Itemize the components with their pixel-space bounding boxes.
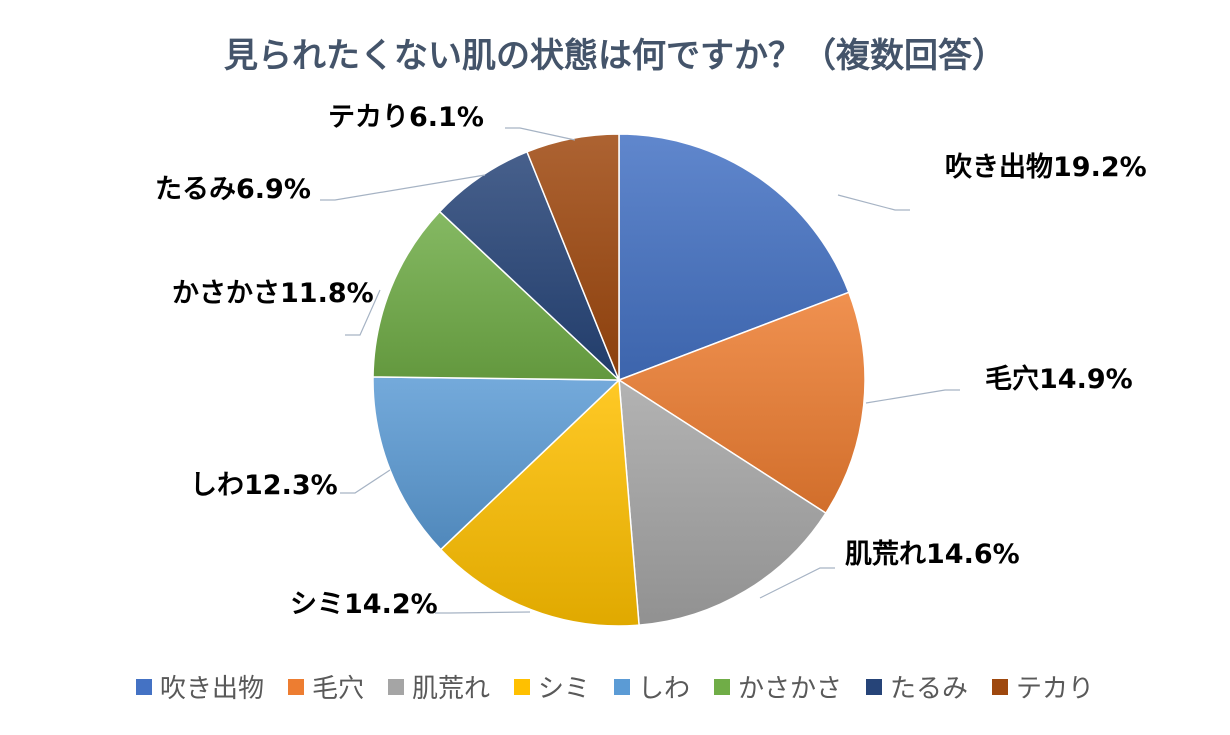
legend-label: しわ <box>638 674 691 704</box>
pie-slices <box>372 133 866 627</box>
pie-slice-1 <box>618 133 850 382</box>
pie-slice-4 <box>439 378 640 627</box>
legend-item-6: かさかさ <box>714 668 842 705</box>
legend-item-5: しわ <box>614 668 690 705</box>
legend-label: 吹き出物 <box>159 674 264 704</box>
leader-line-5 <box>340 469 391 494</box>
legend: 吹き出物 毛穴 肌荒れ シミ しわ かさかさ たるみ テカり <box>0 668 1230 705</box>
legend-item-7: たるみ <box>866 668 968 705</box>
leader-lines <box>320 127 960 614</box>
legend-item-2: 毛穴 <box>287 668 364 705</box>
legend-label: たるみ <box>890 674 969 704</box>
pie-slice-7 <box>438 150 620 381</box>
data-label-4: シミ14.2% <box>290 589 438 620</box>
data-label-3: 肌荒れ14.6% <box>845 539 1020 570</box>
legend-label: かさかさ <box>738 674 843 704</box>
pie-slice-8 <box>526 133 620 381</box>
legend-swatch <box>287 678 304 695</box>
leader-line-2 <box>865 389 960 404</box>
data-label-2: 毛穴14.9% <box>985 364 1133 395</box>
leader-line-8 <box>505 127 576 141</box>
pie-slice-6 <box>372 210 621 381</box>
data-label-5: しわ12.3% <box>190 470 338 501</box>
leader-line-1 <box>837 194 910 211</box>
legend-swatch <box>513 678 530 695</box>
legend-swatch <box>866 678 883 695</box>
data-label-1: 吹き出物19.2% <box>945 152 1147 183</box>
pie-slice-3 <box>618 378 827 626</box>
legend-swatch <box>992 678 1009 695</box>
legend-label: シミ <box>537 674 590 704</box>
chart-title: 見られたくない肌の状態は何ですか？（複数回答） <box>224 36 1006 76</box>
leader-line-4 <box>435 611 531 614</box>
legend-swatch <box>135 678 152 695</box>
legend-label: 毛穴 <box>311 674 364 704</box>
data-label-7: たるみ6.9% <box>155 174 311 205</box>
legend-label: テカり <box>1016 674 1095 704</box>
pie-slice-2 <box>617 291 866 515</box>
leader-line-7 <box>320 174 486 201</box>
data-labels: 吹き出物19.2% 毛穴14.9% 肌荒れ14.6% シミ14.2% しわ12.3% かさ… <box>155 102 1147 620</box>
legend-item-3: 肌荒れ <box>387 668 490 705</box>
legend-swatch <box>714 678 731 695</box>
legend-item-8: テカり <box>992 668 1094 705</box>
legend-label: 肌荒れ <box>411 674 490 704</box>
legend-item-4: シミ <box>513 668 590 705</box>
pie-slice-5 <box>372 376 621 551</box>
leader-line-6 <box>345 289 381 336</box>
legend-item-1: 吹き出物 <box>135 668 264 705</box>
data-label-6: かさかさ11.8% <box>172 278 374 309</box>
leader-line-3 <box>759 567 835 599</box>
legend-swatch <box>614 678 630 695</box>
data-label-8: テカり6.1% <box>328 102 484 133</box>
legend-swatch <box>387 678 404 695</box>
